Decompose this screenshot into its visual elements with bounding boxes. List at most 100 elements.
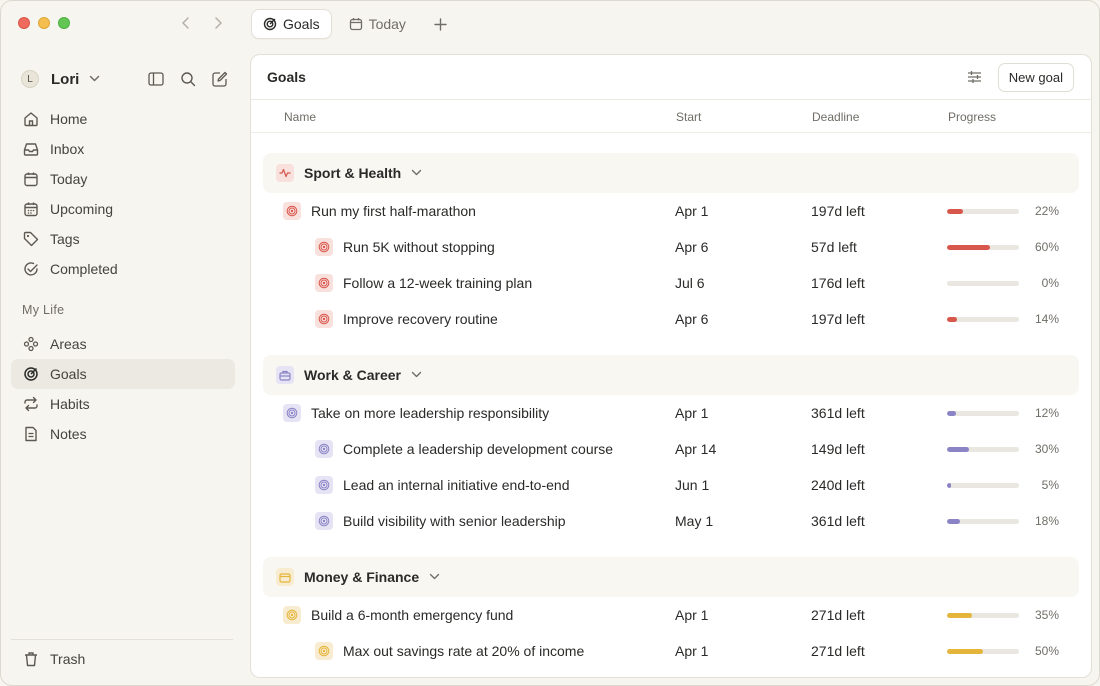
goal-row[interactable]: Max out savings rate at 20% of income Apr…	[263, 633, 1079, 669]
progress-percent: 22%	[1034, 204, 1059, 218]
goal-deadline: 271d left	[811, 643, 865, 659]
sidebar-tools	[147, 70, 229, 88]
sidebar-item-upcoming[interactable]: Upcoming	[11, 194, 235, 224]
chevron-down-icon[interactable]	[411, 169, 422, 177]
goal-deadline: 197d left	[811, 203, 865, 219]
search-icon[interactable]	[179, 70, 197, 88]
progress-percent: 14%	[1034, 312, 1059, 326]
chevron-down-icon[interactable]	[411, 371, 422, 379]
goal-start-date: May 1	[675, 513, 714, 529]
goal-name: Build a 6-month emergency fund	[311, 607, 514, 623]
goal-start-date: Apr 1	[675, 643, 709, 659]
chevron-down-icon[interactable]	[429, 573, 440, 581]
tab-goals[interactable]: Goals	[251, 9, 332, 39]
goal-row[interactable]: Improve recovery routine Apr 6 197d left 14…	[263, 301, 1079, 337]
goal-row[interactable]: Build a 6-month emergency fund Apr 1 271d …	[263, 597, 1079, 633]
tag-icon	[22, 230, 40, 248]
tab-label: Goals	[283, 16, 320, 32]
goal-row[interactable]: Take on more leadership responsibility Ap…	[263, 395, 1079, 431]
column-header-name[interactable]: Name	[284, 110, 317, 124]
group-header[interactable]: Money & Finance	[263, 557, 1079, 597]
new-goal-button[interactable]: New goal	[997, 63, 1074, 92]
target-icon	[315, 274, 333, 292]
goal-start-date: Apr 14	[675, 441, 717, 457]
progress-bar	[947, 245, 1019, 250]
panel-header: Goals New goal	[251, 55, 1091, 100]
column-header-progress[interactable]: Progress	[948, 110, 997, 124]
section-label-my-life: My Life	[22, 303, 65, 317]
goal-deadline: 149d left	[811, 441, 865, 457]
progress-percent: 30%	[1034, 442, 1059, 456]
user-name[interactable]: Lori	[51, 70, 80, 88]
goal-start-date: Jul 6	[675, 275, 705, 291]
goal-start-date: Apr 6	[675, 239, 709, 255]
progress-bar	[947, 317, 1019, 322]
goal-row[interactable]: Lead an internal initiative end-to-end Ju…	[263, 467, 1079, 503]
goal-deadline: 361d left	[811, 513, 865, 529]
sidebar-item-label: Trash	[50, 651, 86, 667]
target-icon	[283, 606, 301, 624]
sidebar-item-label: Home	[50, 111, 88, 127]
goal-row[interactable]: Run my first half-marathon Apr 1 197d left…	[263, 193, 1079, 229]
filter-icon[interactable]	[965, 68, 983, 86]
tab-today[interactable]: Today	[338, 9, 417, 39]
goal-row[interactable]: Build visibility with senior leadership M…	[263, 503, 1079, 539]
compose-icon[interactable]	[211, 70, 229, 88]
minimize-window-button[interactable]	[38, 17, 50, 29]
new-tab-button[interactable]	[429, 12, 453, 36]
sidebar-toggle-icon[interactable]	[147, 70, 165, 88]
close-window-button[interactable]	[18, 17, 30, 29]
home-icon	[22, 110, 40, 128]
sidebar-item-home[interactable]: Home	[11, 104, 235, 134]
goal-row[interactable]: Follow a 12-week training plan Jul 6 176d …	[263, 265, 1079, 301]
progress-percent: 35%	[1034, 608, 1059, 622]
group-spacer	[263, 337, 1079, 355]
column-header-deadline[interactable]: Deadline	[812, 110, 860, 124]
progress-percent: 18%	[1034, 514, 1059, 528]
goal-start-date: Apr 1	[675, 203, 709, 219]
sidebar-item-label: Goals	[50, 366, 87, 382]
group-header[interactable]: Work & Career	[263, 355, 1079, 395]
target-icon	[315, 238, 333, 256]
table-header: Name Start Deadline Progress	[251, 100, 1091, 133]
sidebar-item-tags[interactable]: Tags	[11, 224, 235, 254]
progress-percent: 5%	[1041, 478, 1059, 492]
goal-deadline: 240d left	[811, 477, 865, 493]
progress-bar	[947, 447, 1019, 452]
trash-icon	[22, 650, 40, 668]
goal-row[interactable]: Run 5K without stopping Apr 6 57d left 60%	[263, 229, 1079, 265]
target-icon	[315, 642, 333, 660]
goal-icon	[263, 17, 277, 31]
sidebar-item-inbox[interactable]: Inbox	[11, 134, 235, 164]
sidebar-item-completed[interactable]: Completed	[11, 254, 235, 284]
target-icon	[315, 440, 333, 458]
goal-row[interactable]: Complete a leadership development course…	[263, 431, 1079, 467]
tab-bar: Goals Today	[251, 9, 453, 39]
areas-icon	[22, 335, 40, 353]
sidebar-item-areas[interactable]: Areas	[11, 329, 235, 359]
column-header-start[interactable]: Start	[676, 110, 702, 124]
progress-percent: 50%	[1034, 644, 1059, 658]
sidebar-item-notes[interactable]: Notes	[11, 419, 235, 449]
goal-deadline: 271d left	[811, 607, 865, 623]
forward-arrow-icon[interactable]	[209, 13, 227, 33]
group-header[interactable]: Sport & Health	[263, 153, 1079, 193]
sidebar-item-goals[interactable]: Goals	[11, 359, 235, 389]
activity-icon	[276, 164, 294, 182]
sidebar-item-today[interactable]: Today	[11, 164, 235, 194]
avatar[interactable]: L	[21, 70, 39, 88]
back-arrow-icon[interactable]	[177, 13, 195, 33]
progress-bar-fill	[947, 245, 991, 250]
window-controls	[18, 17, 70, 29]
chevron-down-icon[interactable]	[89, 75, 100, 83]
sidebar-item-trash[interactable]: Trash	[11, 644, 235, 674]
history-navigation	[177, 13, 227, 33]
progress-bar-fill	[947, 411, 956, 416]
user-row: L Lori	[21, 67, 229, 91]
goal-name: Max out savings rate at 20% of income	[343, 643, 585, 659]
inbox-icon	[22, 140, 40, 158]
goal-list: Sport & Health Run my first half-marathon…	[263, 153, 1079, 669]
goal-start-date: Apr 1	[675, 607, 709, 623]
sidebar-item-habits[interactable]: Habits	[11, 389, 235, 419]
zoom-window-button[interactable]	[58, 17, 70, 29]
